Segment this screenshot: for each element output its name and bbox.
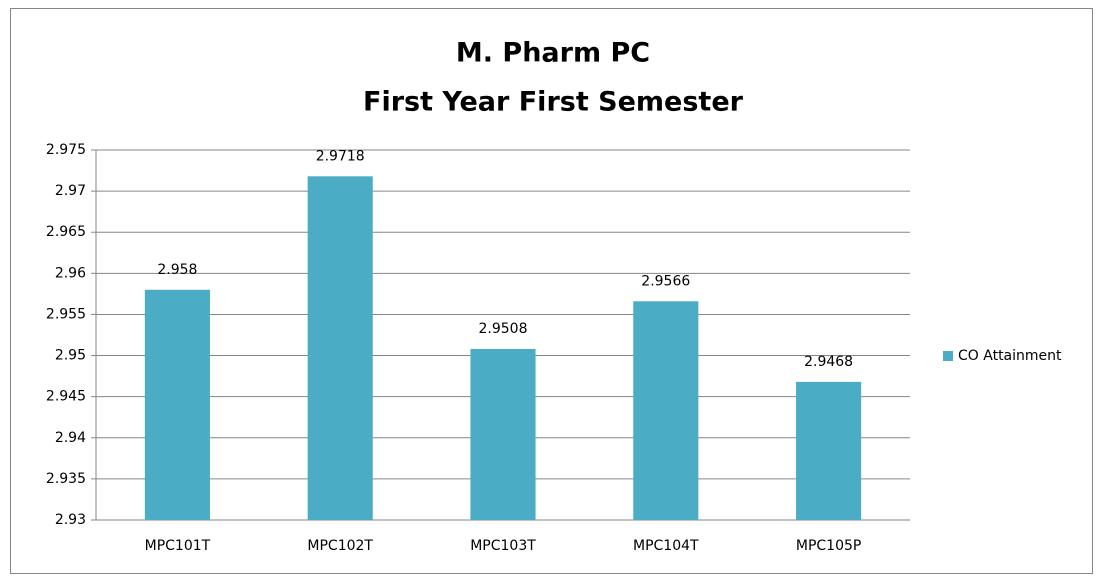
y-tick-label: 2.94 <box>55 430 86 446</box>
bar <box>633 301 699 520</box>
y-tick-label: 2.975 <box>46 142 86 158</box>
bar <box>144 289 210 520</box>
chart-title: M. Pharm PC <box>456 38 650 69</box>
bar <box>470 348 536 520</box>
y-tick-label: 2.97 <box>55 183 86 199</box>
data-label: 2.9566 <box>641 273 690 289</box>
data-label: 2.9718 <box>316 148 365 164</box>
y-tick-label: 2.93 <box>55 512 86 528</box>
y-tick-label: 2.96 <box>55 265 86 281</box>
legend-label: CO Attainment <box>958 348 1062 364</box>
y-tick-label: 2.95 <box>55 348 86 364</box>
y-tick-label: 2.945 <box>46 389 86 405</box>
data-label: 2.9468 <box>804 354 853 370</box>
x-tick-label: MPC102T <box>307 538 373 554</box>
bar <box>307 176 373 521</box>
y-tick-label: 2.955 <box>46 306 86 322</box>
y-tick-label: 2.935 <box>46 471 86 487</box>
data-label: 2.9508 <box>479 321 528 337</box>
x-tick-label: MPC105P <box>796 538 861 554</box>
data-label: 2.958 <box>157 262 197 278</box>
chart-title: First Year First Semester <box>363 87 744 118</box>
x-tick-label: MPC101T <box>145 538 211 554</box>
bar <box>796 381 862 520</box>
x-tick-label: MPC104T <box>633 538 699 554</box>
y-tick-label: 2.965 <box>46 224 86 240</box>
legend-swatch <box>943 351 953 361</box>
x-tick-label: MPC103T <box>470 538 536 554</box>
